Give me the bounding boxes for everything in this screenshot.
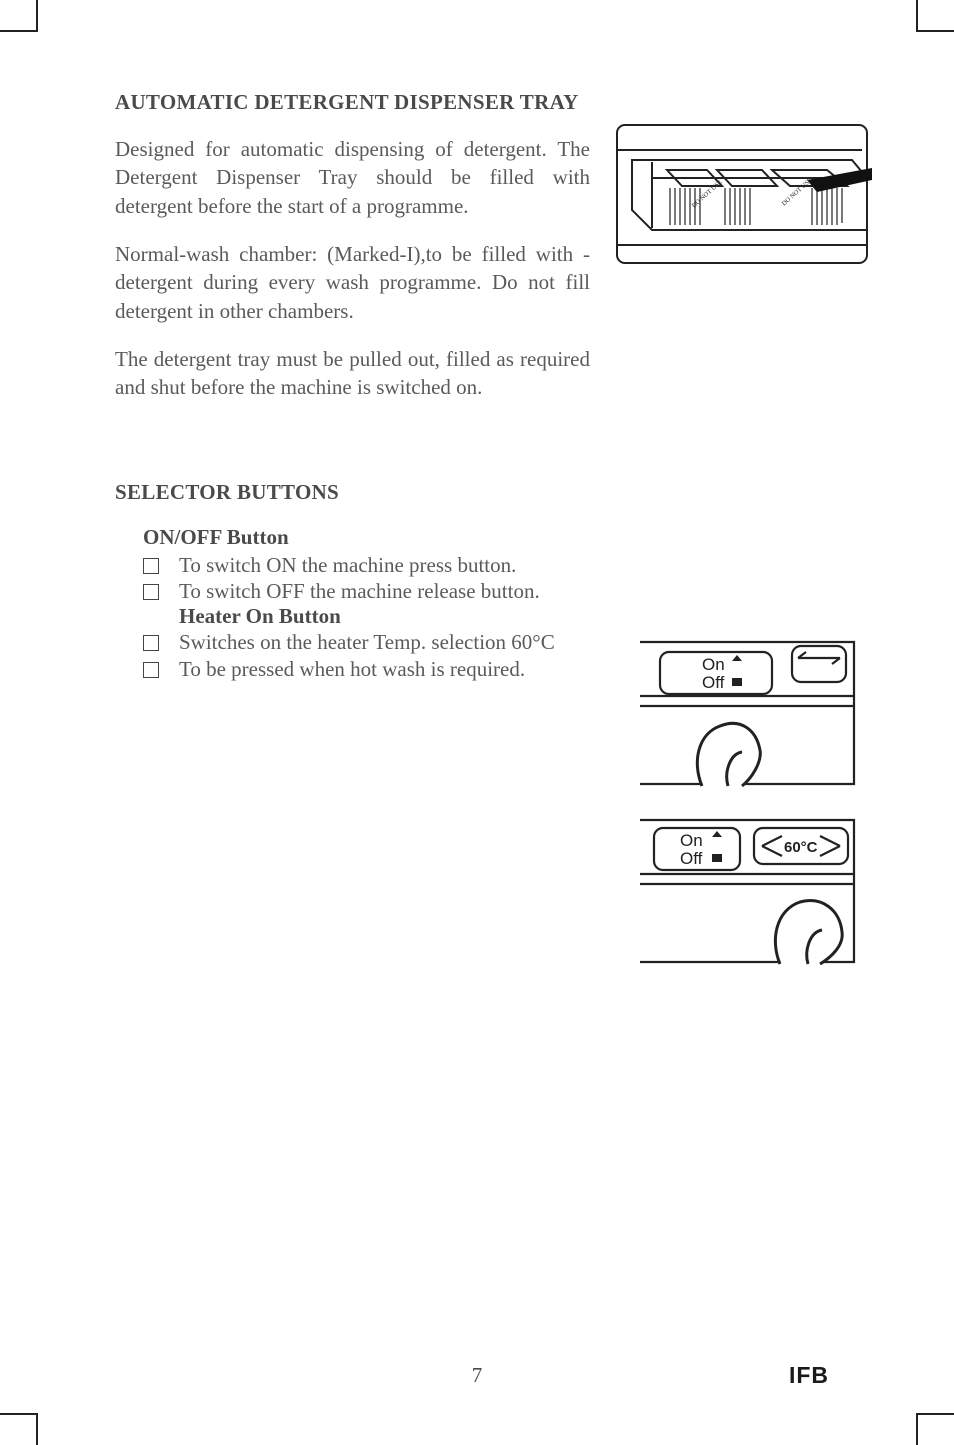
onoff-subheading: ON/OFF Button (143, 525, 864, 550)
panel-on-label: On (680, 831, 703, 850)
heater-subheading: Heater On Button (179, 604, 588, 629)
list-item: Switches on the heater Temp. selection 6… (143, 629, 588, 655)
bullet-icon (143, 662, 159, 678)
section1-paragraph: The detergent tray must be pulled out, f… (115, 345, 590, 402)
panel-temp-label: 60°C (784, 839, 818, 856)
panel-off-label: Off (680, 849, 703, 868)
bullet-icon (143, 584, 159, 600)
section1-paragraph: Normal-wash chamber: (Marked-I),to be fi… (115, 240, 590, 325)
tray-label: DO NOT USE (691, 179, 724, 210)
panel-off-label: Off (702, 673, 725, 692)
list-item: To switch OFF the machine release button… (143, 578, 588, 604)
list-item-text: Switches on the heater Temp. selection 6… (179, 629, 588, 655)
section1-heading: AUTOMATIC DETERGENT DISPENSER TRAY (115, 90, 864, 115)
bullet-icon (143, 558, 159, 574)
panel-on-label: On (702, 655, 725, 674)
list-item: To switch ON the machine press button. (143, 552, 588, 578)
section1-paragraph: Designed for automatic dispensing of det… (115, 135, 590, 220)
heater-panel-diagram: On Off 60°C (632, 812, 862, 967)
brand-logo: IFB (789, 1362, 829, 1389)
bullet-icon (143, 635, 159, 651)
list-item-text: To switch ON the machine press button. (179, 552, 588, 578)
section2-heading: SELECTOR BUTTONS (115, 480, 864, 505)
page-number: 7 (472, 1363, 483, 1388)
detergent-tray-diagram: DO NOT USE DO NOT USE (612, 120, 872, 270)
list-item: To be pressed when hot wash is required. (143, 656, 588, 682)
onoff-list: To switch ON the machine press button. T… (143, 552, 588, 682)
list-item-text: To switch OFF the machine release button… (179, 578, 588, 604)
onoff-panel-diagram: On Off (632, 634, 862, 789)
list-item-text: To be pressed when hot wash is required. (179, 656, 588, 682)
